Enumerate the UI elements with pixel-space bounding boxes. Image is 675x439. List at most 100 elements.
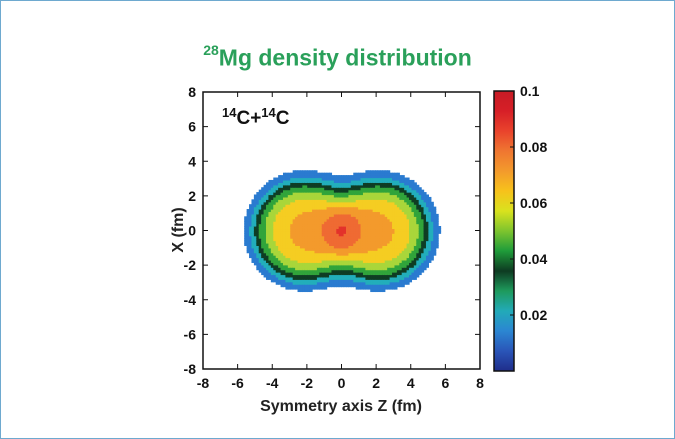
- density-cell: [256, 216, 260, 220]
- density-cell: [343, 213, 347, 217]
- density-cell: [375, 281, 379, 285]
- density-cell: [360, 269, 364, 273]
- density-cell: [358, 245, 362, 249]
- density-cell: [399, 192, 403, 196]
- density-cell: [297, 216, 301, 220]
- density-cell: [270, 213, 274, 217]
- density-cell: [411, 238, 415, 242]
- density-cell: [387, 259, 391, 263]
- density-cell: [258, 252, 262, 256]
- density-cell: [275, 257, 279, 261]
- density-cell: [314, 267, 318, 271]
- density-cell: [263, 267, 267, 271]
- density-cell: [282, 179, 286, 183]
- density-cell: [275, 187, 279, 191]
- density-cell: [338, 192, 342, 196]
- density-cell: [292, 230, 296, 234]
- density-cell: [290, 250, 294, 254]
- density-cell: [302, 184, 306, 188]
- density-cell: [389, 223, 393, 227]
- density-cell: [348, 245, 352, 249]
- density-cell: [319, 264, 323, 268]
- density-cell: [433, 206, 437, 210]
- density-cell: [270, 206, 274, 210]
- density-cell: [278, 182, 282, 186]
- density-cell: [387, 247, 391, 251]
- density-cell: [418, 238, 422, 242]
- density-cell: [430, 206, 434, 210]
- density-cell: [411, 259, 415, 263]
- density-cell: [343, 272, 347, 276]
- density-cell: [355, 242, 359, 246]
- density-cell: [312, 213, 316, 217]
- density-cell: [331, 242, 335, 246]
- density-cell: [399, 267, 403, 271]
- density-cell: [343, 257, 347, 261]
- density-cell: [362, 274, 366, 278]
- density-cell: [399, 257, 403, 261]
- density-cell: [423, 257, 427, 261]
- density-cell: [319, 187, 323, 191]
- density-cell: [396, 172, 400, 176]
- density-cell: [377, 213, 381, 217]
- density-cell: [382, 194, 386, 198]
- density-cell: [258, 235, 262, 239]
- density-cell: [316, 211, 320, 215]
- density-cell: [355, 255, 359, 259]
- density-cell: [316, 257, 320, 261]
- density-cell: [387, 269, 391, 273]
- density-cell: [316, 192, 320, 196]
- density-cell: [316, 206, 320, 210]
- density-cell: [409, 274, 413, 278]
- density-cell: [331, 274, 335, 278]
- density-cell: [343, 204, 347, 208]
- density-cell: [297, 230, 301, 234]
- density-cell: [282, 264, 286, 268]
- density-cell: [341, 209, 345, 213]
- density-cell: [253, 245, 257, 249]
- density-cell: [367, 211, 371, 215]
- density-cell: [278, 259, 282, 263]
- density-cell: [343, 182, 347, 186]
- density-cell: [350, 194, 354, 198]
- density-cell: [275, 192, 279, 196]
- density-cell: [329, 279, 333, 283]
- density-cell: [270, 187, 274, 191]
- density-cell: [370, 245, 374, 249]
- density-cell: [324, 204, 328, 208]
- density-cell: [251, 201, 255, 205]
- density-cell: [350, 204, 354, 208]
- density-cell: [319, 276, 323, 280]
- density-cell: [382, 247, 386, 251]
- density-cell: [295, 269, 299, 273]
- density-cell: [413, 194, 417, 198]
- density-cell: [302, 187, 306, 191]
- density-cell: [261, 238, 265, 242]
- density-cell: [377, 245, 381, 249]
- density-cell: [280, 213, 284, 217]
- density-cell: [309, 274, 313, 278]
- density-cell: [409, 272, 413, 276]
- density-cell: [333, 259, 337, 263]
- density-cell: [278, 230, 282, 234]
- density-cell: [258, 201, 262, 205]
- density-cell: [382, 252, 386, 256]
- density-cell: [333, 216, 337, 220]
- density-cell: [406, 233, 410, 237]
- density-cell: [392, 269, 396, 273]
- density-cell: [263, 242, 267, 246]
- density-cell: [413, 269, 417, 273]
- density-cell: [304, 289, 308, 293]
- density-cell: [258, 259, 262, 263]
- density-cell: [387, 194, 391, 198]
- density-cell: [343, 235, 347, 239]
- density-cell: [358, 259, 362, 263]
- density-cell: [299, 221, 303, 225]
- density-cell: [290, 211, 294, 215]
- density-cell: [285, 240, 289, 244]
- density-cell: [353, 279, 357, 283]
- density-cell: [396, 272, 400, 276]
- density-cell: [299, 269, 303, 273]
- density-cell: [326, 218, 330, 222]
- density-cell: [312, 211, 316, 215]
